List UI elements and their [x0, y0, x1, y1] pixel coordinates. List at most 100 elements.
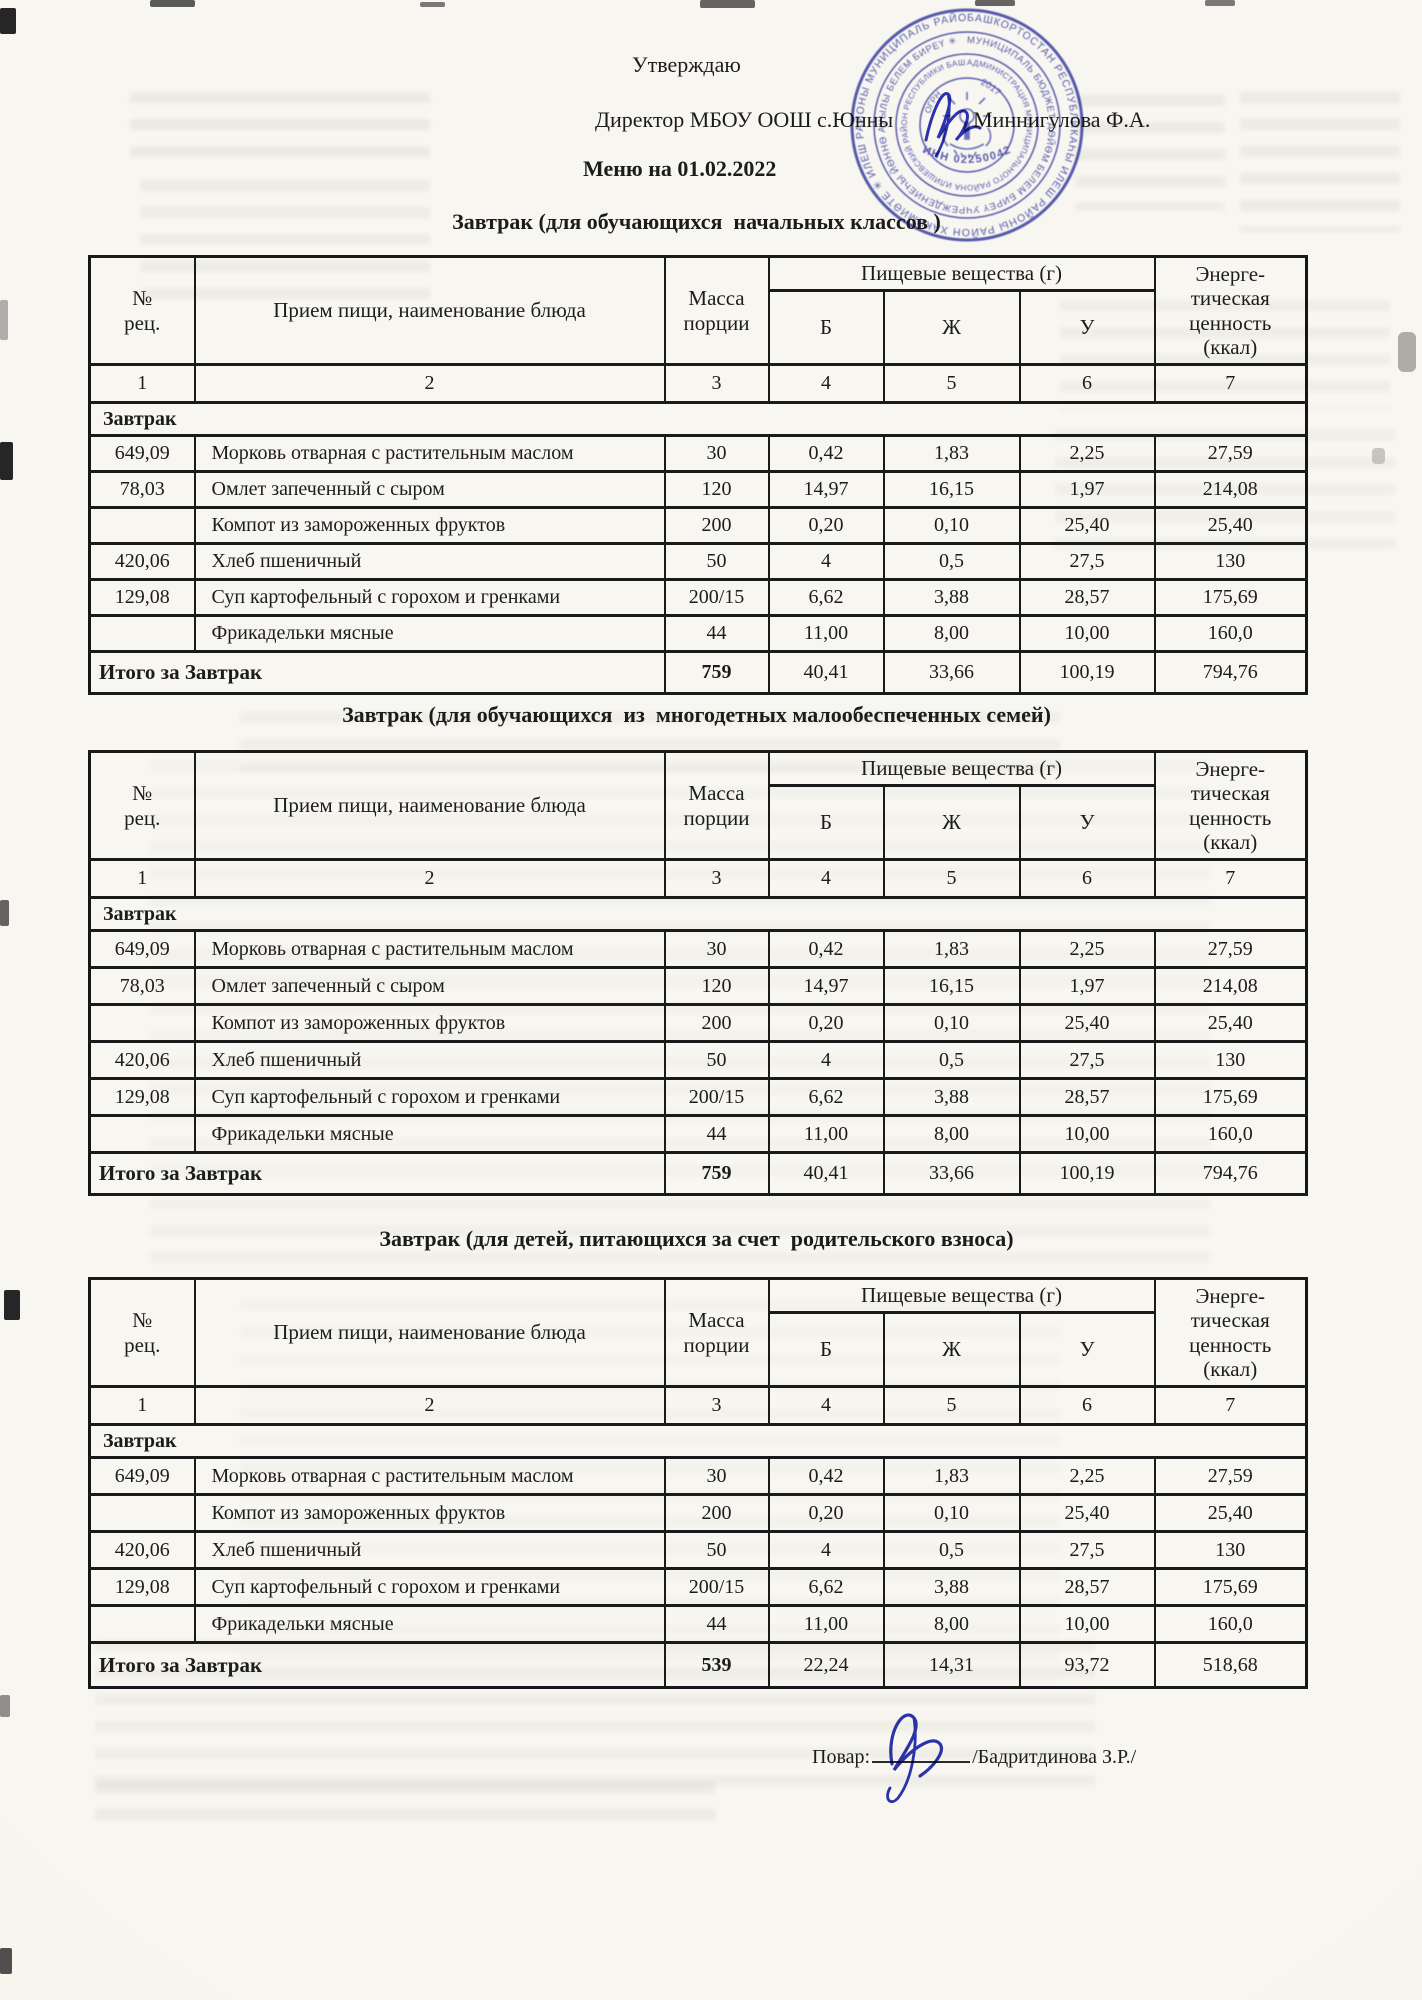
cell-energy: 130 — [1153, 542, 1308, 581]
col-index: 4 — [767, 1385, 885, 1426]
cell-dish: Фрикадельки мясные — [193, 1604, 666, 1644]
cell-fat: 16,15 — [882, 966, 1021, 1006]
cell-carbs: 1,97 — [1018, 966, 1156, 1006]
cell-fat: 1,83 — [882, 929, 1021, 969]
cell-mass: 50 — [663, 1530, 770, 1570]
table-title: Завтрак (для обучающихся начальных класс… — [452, 209, 941, 234]
cell-carbs: 25,40 — [1018, 1003, 1156, 1043]
col-index: 5 — [882, 858, 1021, 899]
signature-line — [872, 1743, 971, 1763]
cell-mass: 200 — [663, 1003, 770, 1043]
col-header-energy: Энерге- тическая ценность (ккал) — [1153, 1277, 1308, 1388]
col-header-recipe-num: № рец. — [88, 255, 196, 366]
menu-row: Фрикадельки мясные 44 11,00 8,00 10,00 160,0 — [88, 614, 1308, 653]
menu-table-primary-classes: № рец. Прием пищи, наименование блюда Ма… — [88, 255, 1308, 695]
total-protein: 40,41 — [767, 1151, 885, 1196]
cell-fat: 8,00 — [882, 1114, 1021, 1154]
cell-carbs: 28,57 — [1018, 1567, 1156, 1607]
cell-protein: 0,42 — [767, 929, 885, 969]
cell-mass: 44 — [663, 1604, 770, 1644]
cell-mass: 120 — [663, 966, 770, 1006]
menu-row: 129,08 Суп картофельный с горохом и гренк… — [88, 1077, 1308, 1117]
menu-title: Меню на 01.02.2022 — [583, 156, 777, 181]
cell-fat: 0,5 — [882, 1530, 1021, 1570]
cell-recipe-num: 649,09 — [88, 1456, 196, 1496]
col-header-mass: Масса порции — [663, 255, 770, 366]
scan-artifact — [0, 1948, 12, 1974]
cell-protein: 0,20 — [767, 1493, 885, 1533]
cell-fat: 0,10 — [882, 1493, 1021, 1533]
scan-artifact — [0, 442, 13, 480]
cell-protein: 6,62 — [767, 1567, 885, 1607]
cell-dish: Хлеб пшеничный — [193, 542, 666, 581]
col-header-dish: Прием пищи, наименование блюда — [193, 1277, 666, 1388]
cell-mass: 30 — [663, 434, 770, 473]
col-index: 3 — [663, 363, 770, 404]
cell-dish: Морковь отварная с растительным маслом — [193, 929, 666, 969]
cell-carbs: 2,25 — [1018, 929, 1156, 969]
col-index: 3 — [663, 1385, 770, 1426]
total-fat: 33,66 — [882, 1151, 1021, 1196]
total-mass: 759 — [663, 1151, 770, 1196]
cell-mass: 50 — [663, 542, 770, 581]
total-fat: 33,66 — [882, 650, 1021, 695]
cell-fat: 8,00 — [882, 614, 1021, 653]
col-index: 7 — [1153, 858, 1308, 899]
col-index: 2 — [193, 858, 666, 899]
col-index: 3 — [663, 858, 770, 899]
cell-fat: 3,88 — [882, 578, 1021, 617]
meal-section-label: Завтрак — [88, 896, 1308, 932]
table-title: Завтрак (для детей, питающихся за счет р… — [379, 1226, 1014, 1251]
menu-row: 129,08 Суп картофельный с горохом и гренк… — [88, 1567, 1308, 1607]
cell-protein: 4 — [767, 1040, 885, 1080]
col-header-energy: Энерге- тическая ценность (ккал) — [1153, 750, 1308, 861]
cell-energy: 160,0 — [1153, 614, 1308, 653]
col-header-fat: Ж — [882, 784, 1021, 861]
menu-row: 420,06 Хлеб пшеничный 50 4 0,5 27,5 130 — [88, 542, 1308, 581]
meal-section-label: Завтрак — [88, 401, 1308, 437]
cell-dish: Омлет запеченный с сыром — [193, 470, 666, 509]
col-header-carbs: У — [1018, 1311, 1156, 1388]
cell-recipe-num: 129,08 — [88, 578, 196, 617]
meal-section-label: Завтрак — [88, 1423, 1308, 1459]
cell-fat: 0,5 — [882, 542, 1021, 581]
menu-row: Компот из замороженных фруктов 200 0,20 0,1… — [88, 506, 1308, 545]
total-mass: 759 — [663, 650, 770, 695]
cell-recipe-num: 420,06 — [88, 1530, 196, 1570]
cell-energy: 25,40 — [1153, 1003, 1308, 1043]
bleed-through — [130, 92, 430, 167]
cell-dish: Хлеб пшеничный — [193, 1040, 666, 1080]
cell-carbs: 2,25 — [1018, 1456, 1156, 1496]
total-protein: 22,24 — [767, 1641, 885, 1689]
cell-protein: 0,42 — [767, 434, 885, 473]
scan-artifact — [0, 900, 9, 926]
menu-row: 78,03 Омлет запеченный с сыром 120 14,97 16,… — [88, 470, 1308, 509]
cell-dish: Фрикадельки мясные — [193, 1114, 666, 1154]
col-index: 1 — [88, 1385, 196, 1426]
cell-mass: 30 — [663, 929, 770, 969]
total-label: Итого за Завтрак — [88, 1641, 666, 1689]
menu-row: 129,08 Суп картофельный с горохом и гренк… — [88, 578, 1308, 617]
cell-energy: 25,40 — [1153, 1493, 1308, 1533]
cell-recipe-num — [88, 1114, 196, 1154]
total-mass: 539 — [663, 1641, 770, 1689]
cell-carbs: 27,5 — [1018, 1040, 1156, 1080]
cell-energy: 175,69 — [1153, 578, 1308, 617]
total-fat: 14,31 — [882, 1641, 1021, 1689]
menu-row: 649,09 Морковь отварная с растительным ма… — [88, 929, 1308, 969]
cook-name: /Бадритдинова З.Р./ — [972, 1746, 1137, 1768]
scan-artifact — [1372, 448, 1385, 464]
menu-row: 649,09 Морковь отварная с растительным ма… — [88, 434, 1308, 473]
cell-energy: 175,69 — [1153, 1077, 1308, 1117]
cell-recipe-num — [88, 614, 196, 653]
scan-artifact — [0, 8, 16, 34]
col-header-recipe-num: № рец. — [88, 750, 196, 861]
menu-row: 420,06 Хлеб пшеничный 50 4 0,5 27,5 130 — [88, 1530, 1308, 1570]
col-header-recipe-num: № рец. — [88, 1277, 196, 1388]
cell-mass: 200 — [663, 1493, 770, 1533]
total-protein: 40,41 — [767, 650, 885, 695]
cell-energy: 27,59 — [1153, 434, 1308, 473]
cell-recipe-num — [88, 1604, 196, 1644]
cell-mass: 200/15 — [663, 1077, 770, 1117]
